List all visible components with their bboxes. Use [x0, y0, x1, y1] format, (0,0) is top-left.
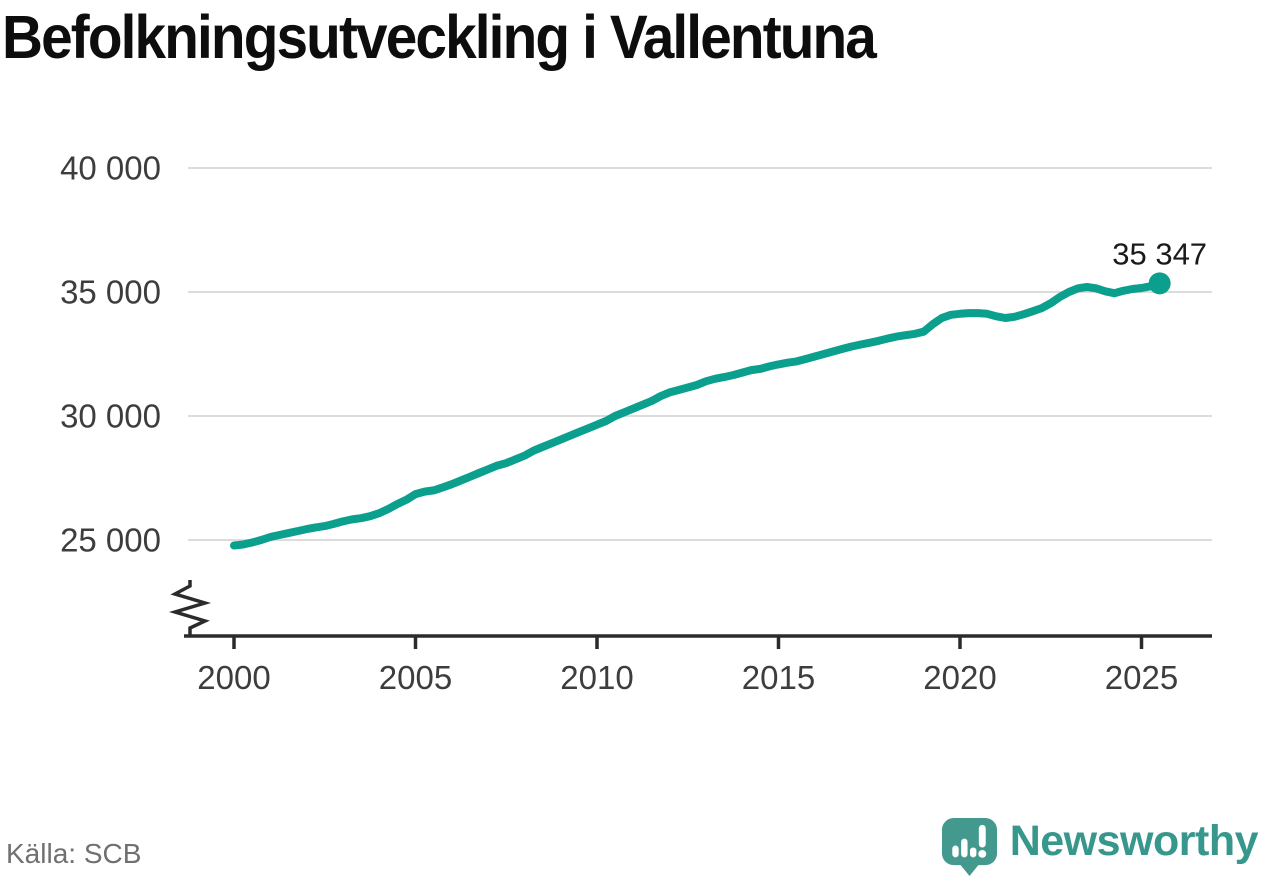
- y-axis-label: 30 000: [60, 398, 161, 435]
- source-label: Källa: SCB: [6, 838, 142, 869]
- x-axis-label: 2020: [923, 659, 996, 696]
- latest-value-dot: [1148, 272, 1171, 295]
- newsworthy-wordmark: Newsworthy: [1009, 817, 1259, 865]
- x-axis-label: 2005: [379, 659, 452, 696]
- y-axis-label: 40 000: [60, 150, 161, 187]
- y-axis-label: 25 000: [60, 522, 161, 559]
- chart-title: Befolkningsutveckling i Vallentuna: [2, 3, 877, 71]
- population-line: [230, 279, 1164, 550]
- x-axis-label: 2010: [560, 659, 633, 696]
- newsworthy-bubble-chart-icon: [941, 817, 997, 876]
- axis-break-icon: [168, 580, 212, 636]
- x-axis-label: 2025: [1105, 659, 1178, 696]
- latest-value-label: 35 347: [1112, 236, 1207, 271]
- y-axis-label: 35 000: [60, 274, 161, 311]
- x-axis-label: 2015: [742, 659, 815, 696]
- population-line-chart: 25 000 30 000 35 000 40 000 2000 2005 2010 2015…: [60, 150, 1212, 696]
- x-axis-label: 2000: [197, 659, 270, 696]
- newsworthy-logo: Newsworthy: [940, 816, 1259, 877]
